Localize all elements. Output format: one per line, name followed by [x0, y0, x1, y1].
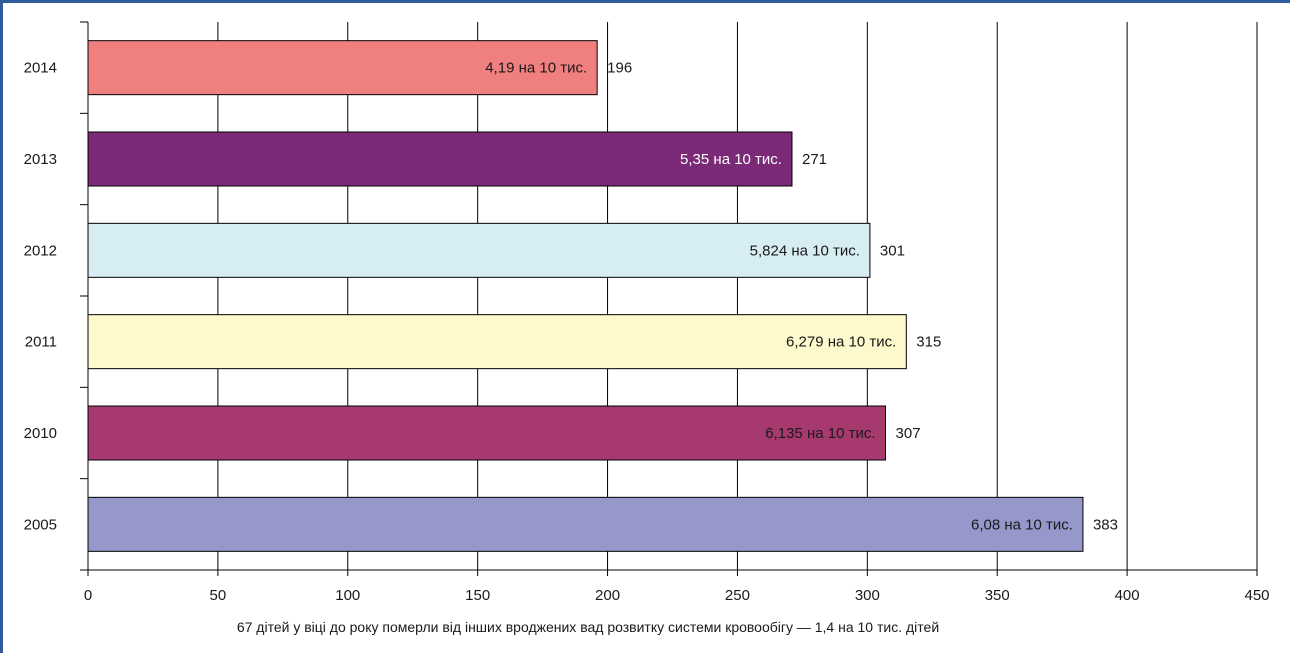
bar-rate-label: 5,35 на 10 тис.	[680, 151, 782, 168]
x-tick-label: 100	[335, 587, 360, 604]
x-tick-label: 50	[210, 587, 227, 604]
y-category-label: 2010	[24, 425, 57, 442]
category-labels: 2014 2013 2012 2011 2010 2005	[24, 60, 57, 534]
bar-value-label: 196	[607, 60, 632, 77]
bars: 4,19 на 10 тис. 196 5,35 на 10 тис. 271 5,82…	[87, 40, 1118, 552]
bar-2012	[87, 222, 871, 278]
bar-value-label: 307	[896, 425, 921, 442]
bar-rate-label: 6,08 на 10 тис.	[971, 516, 1073, 533]
bar-value-label: 315	[916, 334, 941, 351]
y-category-label: 2011	[25, 334, 57, 351]
x-tick-label: 0	[84, 587, 92, 604]
y-category-label: 2013	[24, 151, 57, 168]
axes	[80, 21, 1258, 576]
x-tick-label: 450	[1244, 587, 1269, 604]
x-tick-label: 200	[595, 587, 620, 604]
y-category-label: 2005	[24, 516, 57, 533]
x-axis-caption: 67 дітей у віці до року померли від інши…	[236, 619, 940, 635]
bar-rate-label: 6,135 на 10 тис.	[765, 425, 875, 442]
gridlines	[217, 22, 1258, 570]
x-tick-label: 400	[1115, 587, 1140, 604]
bar-rate-label: 5,824 на 10 тис.	[750, 242, 860, 259]
x-tick-label: 350	[985, 587, 1010, 604]
bar-2011	[87, 314, 907, 370]
x-tick-label: 150	[465, 587, 490, 604]
bar-2010	[87, 405, 887, 461]
bar-value-label: 301	[880, 242, 905, 259]
bar-2013	[87, 131, 793, 187]
x-tick-label: 250	[725, 587, 750, 604]
bar-2014	[87, 40, 598, 96]
bar-value-label: 271	[802, 151, 827, 168]
bar-value-label: 383	[1093, 516, 1118, 533]
y-category-label: 2014	[24, 60, 57, 77]
y-category-label: 2012	[24, 242, 57, 259]
bar-rate-label: 4,19 на 10 тис.	[485, 60, 587, 77]
bar-rate-label: 6,279 на 10 тис.	[786, 334, 896, 351]
tick-labels: 0 50 100 150 200 250 300 350 400 450	[84, 587, 1270, 604]
bar-2005	[87, 496, 1084, 552]
x-tick-label: 300	[855, 587, 880, 604]
